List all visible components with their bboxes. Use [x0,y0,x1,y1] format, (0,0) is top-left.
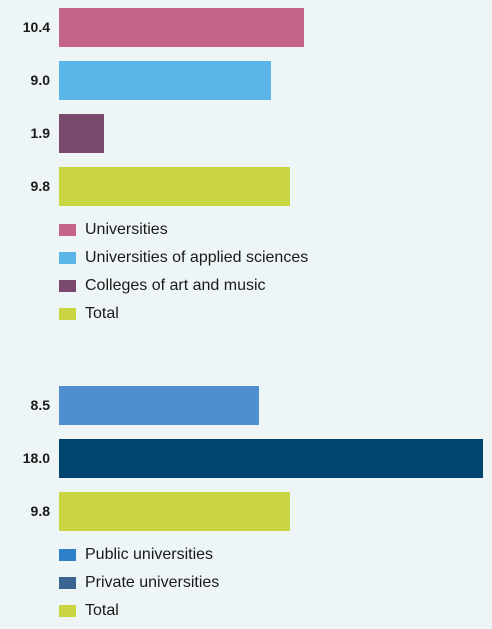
legend-label: Private universities [85,574,220,591]
bar-row: 10.4 [0,8,492,47]
bar-value-label: 9.0 [30,72,50,88]
bar [59,61,271,100]
bar [59,439,483,478]
legend-item: Universities of applied sciences [0,248,492,268]
legend-item: Universities [0,220,492,240]
legend-label: Colleges of art and music [85,277,266,294]
bar-value-label: 8.5 [30,397,50,413]
legend-swatch [59,605,76,617]
bar-chart-university-ownership: 8.5 18.0 9.8 Public universities Private un… [0,386,492,629]
bar [59,8,304,47]
legend-label: Total [85,602,119,619]
bar [59,386,259,425]
legend-label: Universities [85,221,168,238]
legend-label: Universities of applied sciences [85,249,309,266]
bar-row: 9.8 [0,492,492,531]
bar [59,114,104,153]
bar-row: 8.5 [0,386,492,425]
chart-legend: Public universities Private universities T… [0,545,492,621]
bars-group: 8.5 18.0 9.8 [0,386,492,531]
bar-value-label: 18.0 [22,450,50,466]
bar-value-label: 9.8 [30,503,50,519]
bar [59,167,290,206]
legend-label: Total [85,305,119,322]
bars-group: 10.4 9.0 1.9 9.8 [0,8,492,206]
legend-item: Public universities [0,545,492,565]
bar-row: 9.8 [0,167,492,206]
legend-swatch [59,252,76,264]
bar-row: 18.0 [0,439,492,478]
bar-row: 1.9 [0,114,492,153]
legend-swatch [59,308,76,320]
legend-item: Private universities [0,573,492,593]
legend-swatch [59,224,76,236]
legend-swatch [59,577,76,589]
bar-value-label: 10.4 [22,19,50,35]
bar-row: 9.0 [0,61,492,100]
bar-value-label: 1.9 [30,125,50,141]
bar-chart-institution-types: 10.4 9.0 1.9 9.8 Universities Universities o… [0,8,492,332]
legend-swatch [59,549,76,561]
legend-item: Colleges of art and music [0,276,492,296]
chart-legend: Universities Universities of applied scie… [0,220,492,324]
legend-item: Total [0,304,492,324]
bar-value-label: 9.8 [30,178,50,194]
legend-swatch [59,280,76,292]
legend-item: Total [0,601,492,621]
bar [59,492,290,531]
legend-label: Public universities [85,546,214,563]
